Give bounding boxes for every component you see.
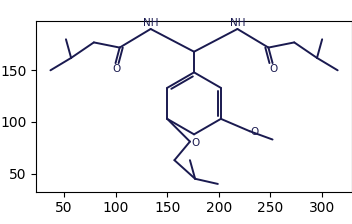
Text: O: O [191,138,199,148]
Text: O: O [112,64,121,74]
Text: NH: NH [230,18,245,28]
Text: O: O [270,64,278,74]
Text: O: O [251,127,259,137]
Text: NH: NH [143,18,158,28]
